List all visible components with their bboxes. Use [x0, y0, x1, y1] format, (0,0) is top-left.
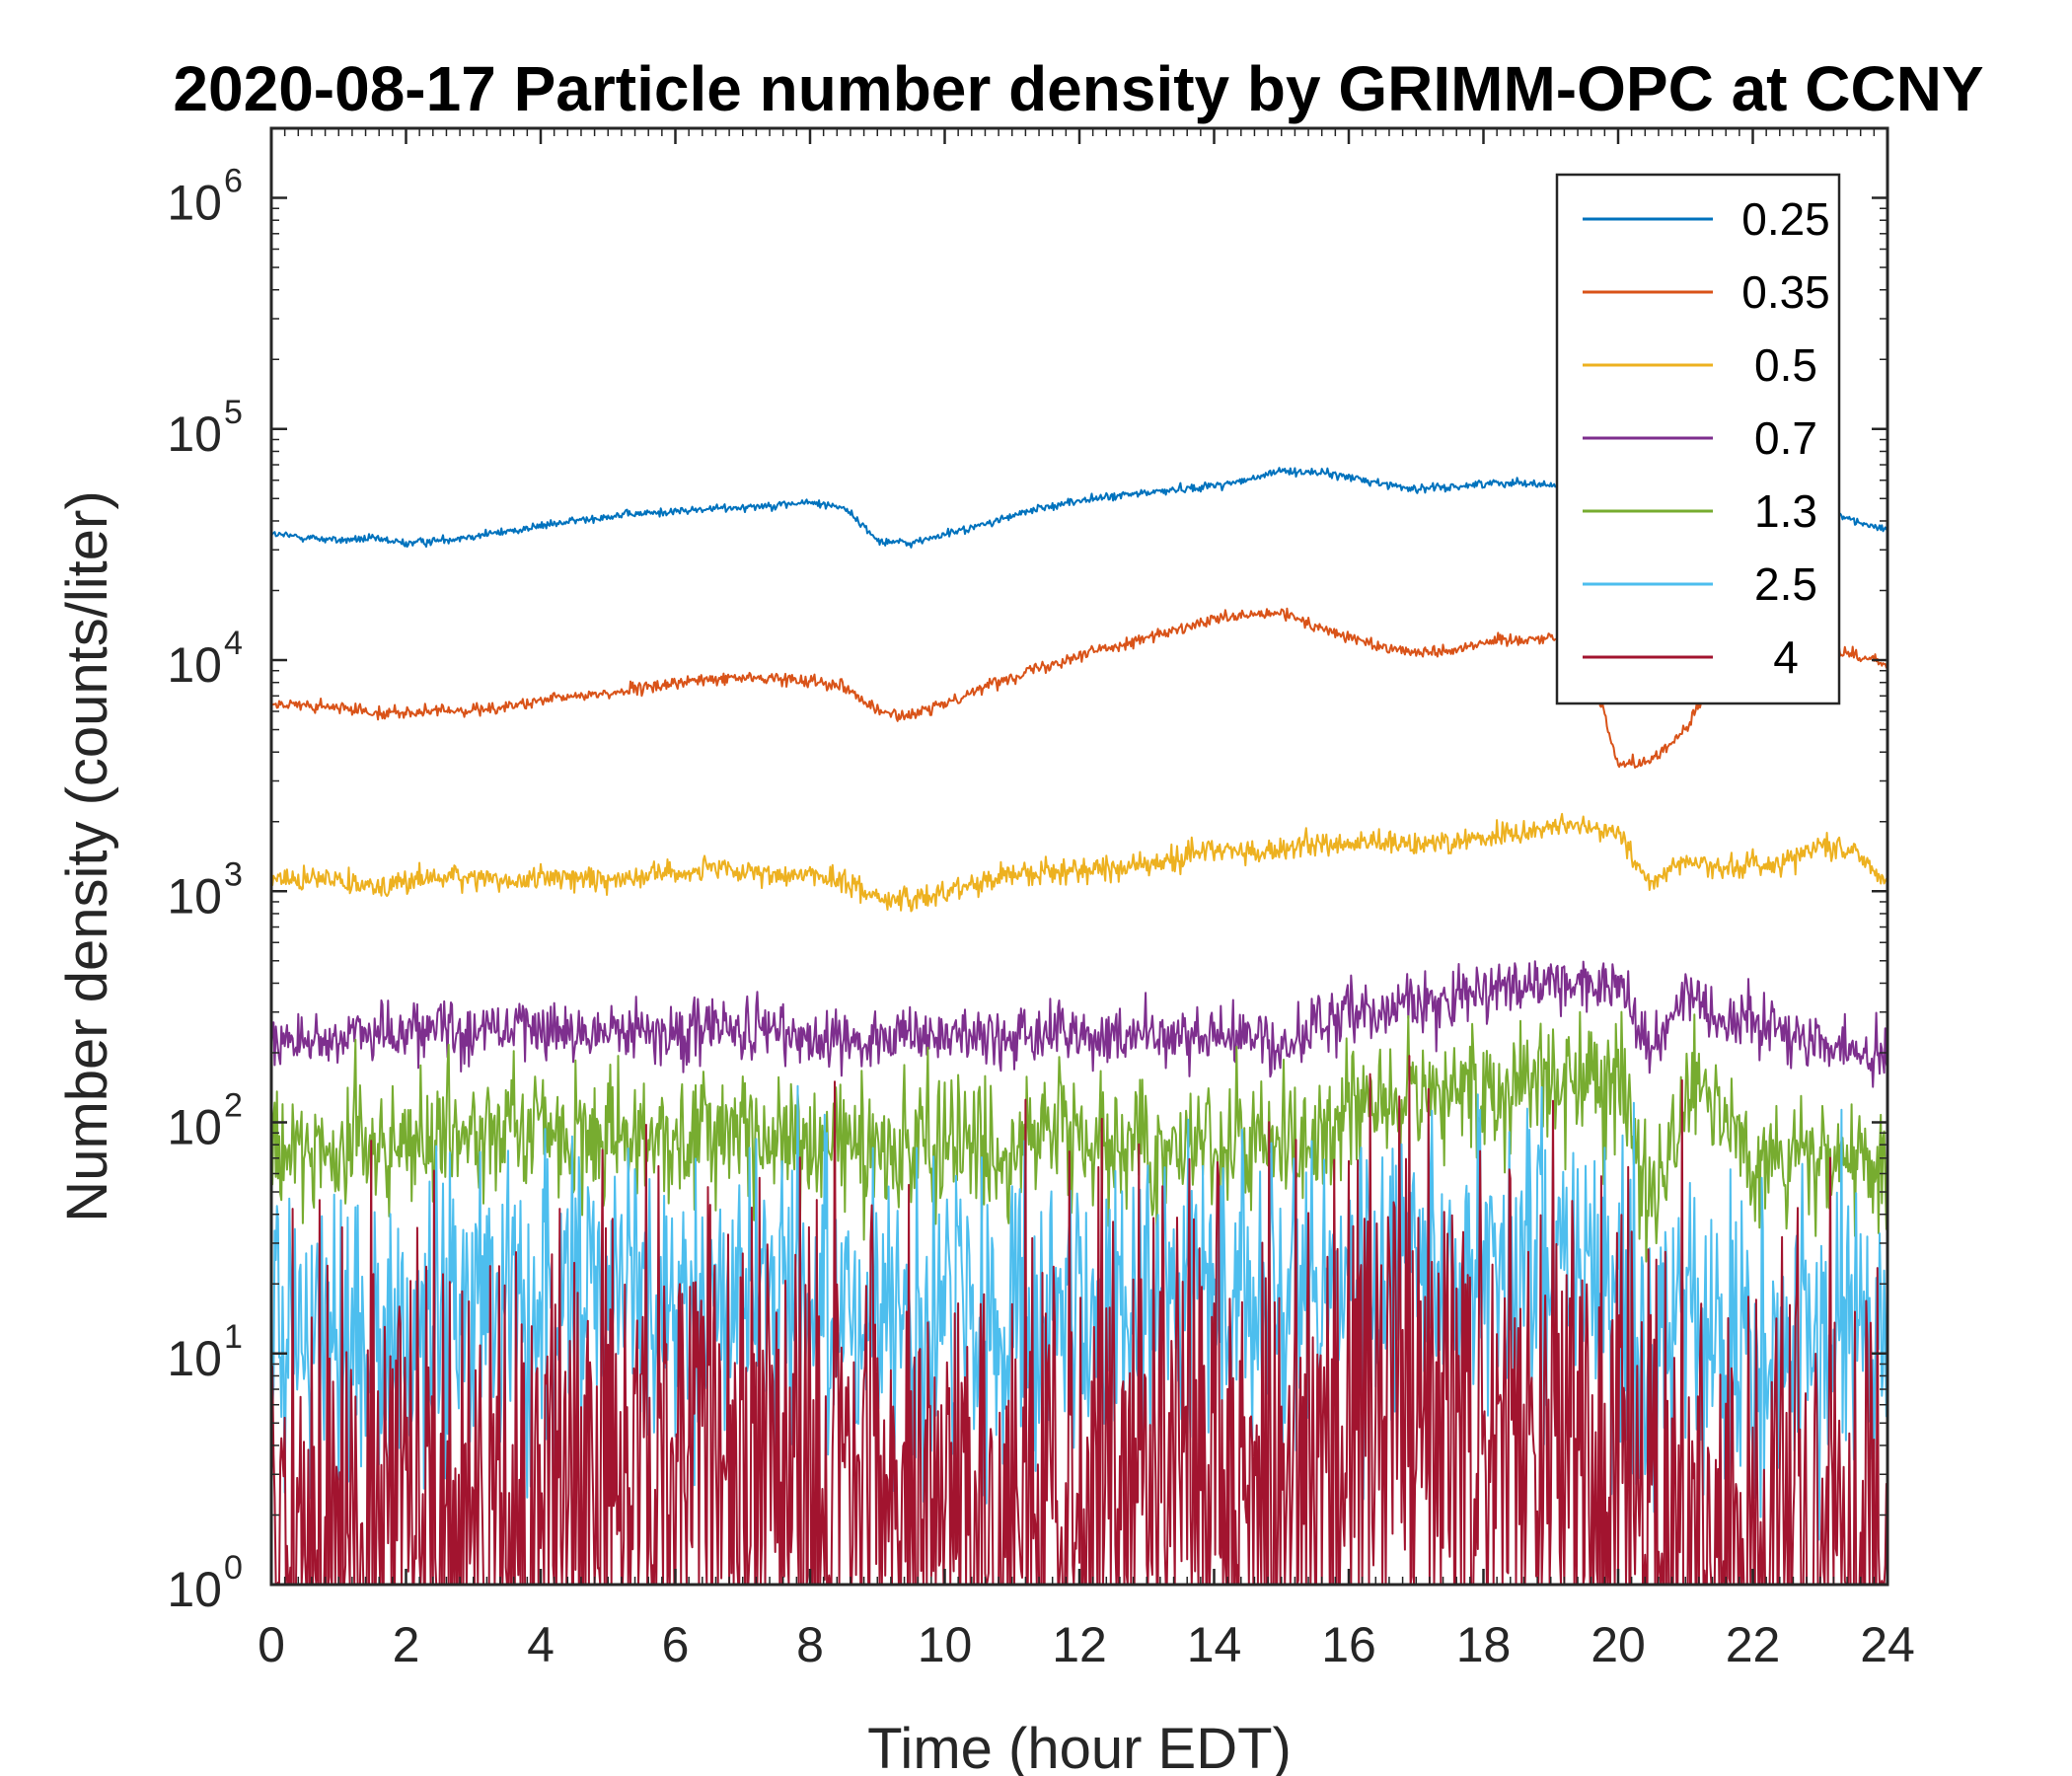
legend-label-5: 2.5: [1754, 558, 1817, 610]
series-line-1: [270, 607, 1888, 769]
legend-label-6: 4: [1773, 631, 1799, 683]
y-axis-label: Number density (counts/liter): [55, 490, 119, 1221]
y-tick-exponent-0: 0: [224, 1549, 243, 1587]
x-tick-label-0: 0: [258, 1617, 285, 1672]
x-tick-labels: 0 2 4 6 8 10 12 14 16 18 20 22 24: [258, 1617, 1915, 1672]
legend-label-1: 0.35: [1741, 266, 1830, 318]
x-tick-label-3: 6: [662, 1617, 690, 1672]
series-line-4: [270, 1010, 1888, 1263]
y-tick-exponent-2: 2: [224, 1087, 243, 1125]
x-tick-label-10: 20: [1591, 1617, 1646, 1672]
y-tick-label-2: 10: [167, 1100, 222, 1155]
y-tick-exponent-1: 1: [224, 1318, 243, 1356]
x-tick-label-5: 10: [918, 1617, 973, 1672]
series-line-2: [270, 812, 1888, 913]
legend: 0.25 0.35 0.5 0.7 1.3 2.5 4: [1555, 173, 1841, 705]
y-tick-label-6: 10: [167, 176, 222, 231]
y-tick-exponent-5: 5: [224, 394, 243, 431]
x-tick-label-9: 18: [1456, 1617, 1512, 1672]
y-tick-label-5: 10: [167, 407, 222, 462]
y-tick-exponent-4: 4: [224, 625, 243, 662]
y-tick-label-4: 10: [167, 637, 222, 693]
x-tick-label-6: 12: [1052, 1617, 1107, 1672]
chart-title: 2020-08-17 Particle number density by GR…: [173, 53, 1983, 124]
x-tick-label-4: 8: [796, 1617, 824, 1672]
x-tick-label-2: 4: [527, 1617, 555, 1672]
legend-label-4: 1.3: [1754, 485, 1817, 537]
x-axis-label: Time (hour EDT): [867, 1717, 1292, 1776]
x-tick-label-7: 14: [1187, 1617, 1242, 1672]
x-tick-label-11: 22: [1726, 1617, 1781, 1672]
y-tick-exponent-6: 6: [224, 163, 243, 200]
series-line-3: [270, 960, 1888, 1088]
y-tick-label-3: 10: [167, 868, 222, 924]
ticks-layer: [269, 127, 1889, 1587]
x-tick-label-1: 2: [393, 1617, 420, 1672]
legend-label-3: 0.7: [1754, 412, 1817, 464]
y-tick-exponent-3: 3: [224, 855, 243, 893]
legend-label-0: 0.25: [1741, 193, 1830, 245]
y-tick-label-0: 10: [167, 1562, 222, 1617]
legend-label-2: 0.5: [1754, 339, 1817, 391]
x-tick-label-12: 24: [1860, 1617, 1915, 1672]
y-tick-label-1: 10: [167, 1331, 222, 1386]
x-tick-label-8: 16: [1321, 1617, 1376, 1672]
